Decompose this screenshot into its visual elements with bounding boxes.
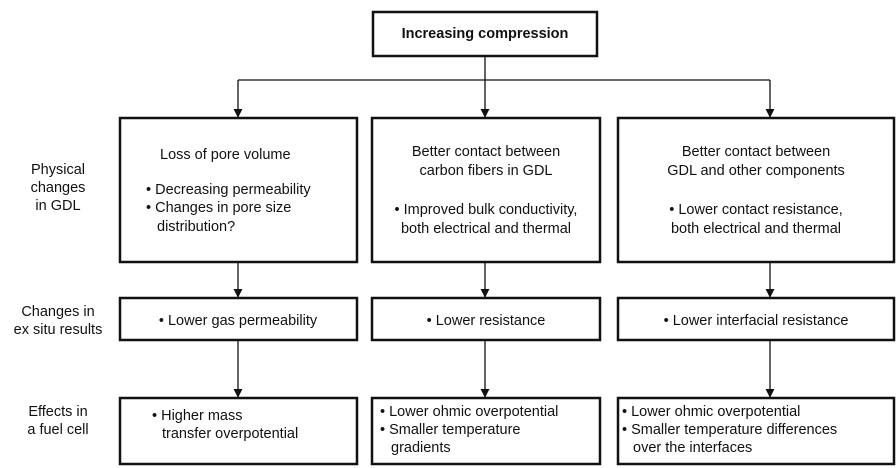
box-text: • Lower gas permeability — [159, 313, 318, 329]
row-label: in GDL — [35, 198, 80, 214]
box-text: • Improved bulk conductivity, — [395, 202, 578, 218]
box — [118, 116, 359, 264]
box-text: distribution? — [157, 219, 235, 235]
box — [616, 296, 896, 342]
box-text: Better contact between — [412, 144, 560, 160]
box-text: over the interfaces — [633, 440, 752, 456]
box-text: both electrical and thermal — [671, 221, 841, 237]
row-label: changes — [31, 180, 86, 196]
box-text: • Changes in pore size — [146, 200, 291, 216]
box-text: both electrical and thermal — [401, 221, 571, 237]
box-text: • Lower contact resistance, — [669, 202, 843, 218]
row-label: Physical — [31, 162, 85, 178]
box-text: • Smaller temperature differences — [622, 422, 837, 438]
box-text: • Lower ohmic overpotential — [380, 404, 558, 420]
box-text: • Higher mass — [152, 408, 243, 424]
box-text: GDL and other components — [667, 163, 845, 179]
box-text: gradients — [391, 440, 451, 456]
row-label: Effects in — [28, 404, 87, 420]
box — [616, 396, 896, 466]
box — [118, 296, 359, 342]
box-text: transfer overpotential — [162, 426, 298, 442]
box-text: carbon fibers in GDL — [420, 163, 553, 179]
box-text: • Lower ohmic overpotential — [622, 404, 800, 420]
row-label: ex situ results — [14, 322, 103, 338]
box — [370, 116, 602, 264]
box — [616, 116, 896, 264]
box-text: Better contact between — [682, 144, 830, 160]
row-label: a fuel cell — [27, 422, 88, 438]
title-box — [371, 10, 599, 58]
title: Increasing compression — [402, 26, 569, 42]
box-text: • Smaller temperature — [380, 422, 520, 438]
box-text: Loss of pore volume — [160, 147, 291, 163]
box-text: • Lower resistance — [427, 313, 546, 329]
box — [370, 296, 602, 342]
box — [118, 396, 359, 466]
row-label: Changes in — [21, 304, 94, 320]
box — [370, 396, 602, 466]
box-text: • Decreasing permeability — [146, 182, 311, 198]
connectors — [233, 56, 775, 398]
box-text: • Lower interfacial resistance — [664, 313, 849, 329]
